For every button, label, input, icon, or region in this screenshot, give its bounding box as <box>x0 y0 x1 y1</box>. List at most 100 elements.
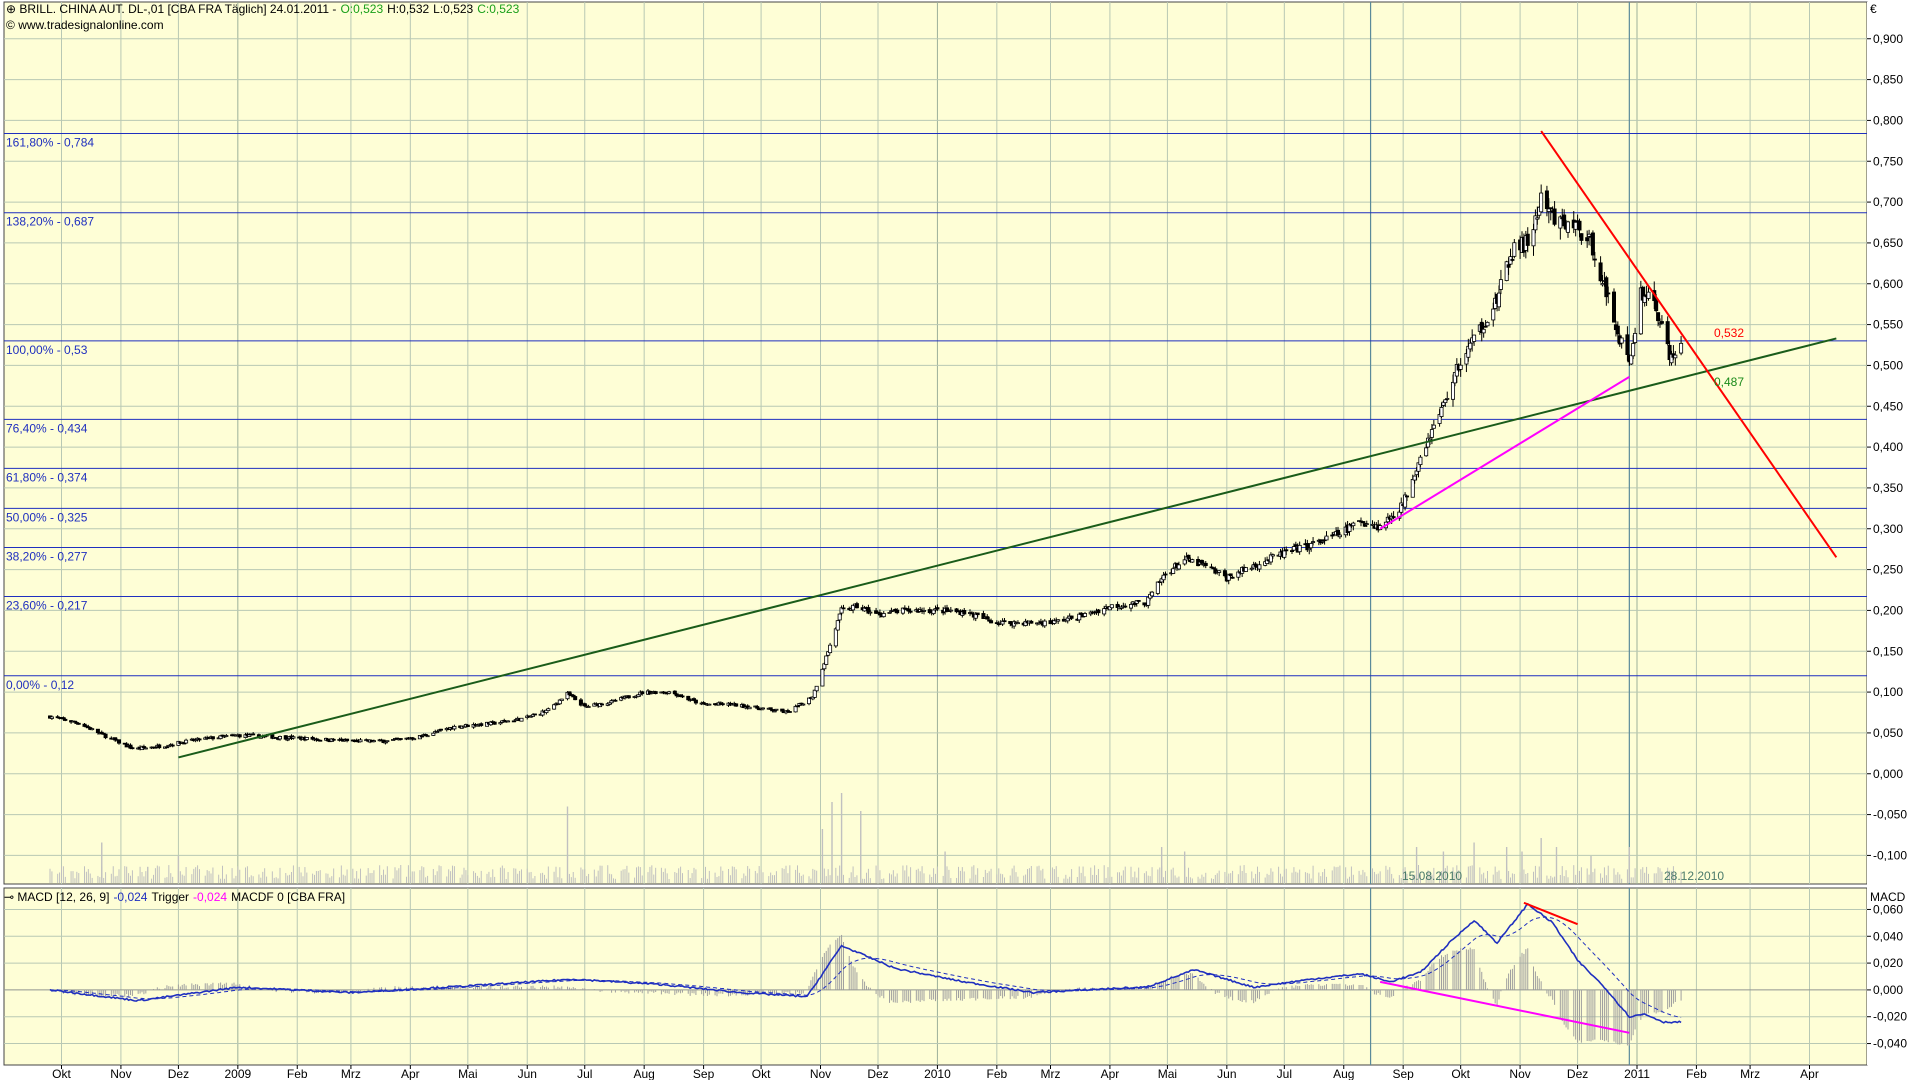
magenta-trendline[interactable] <box>1379 375 1630 530</box>
candle-body <box>1320 540 1325 543</box>
candle-body <box>117 739 122 744</box>
candle-body <box>157 744 162 749</box>
candle-body <box>1472 334 1477 342</box>
macd-header-icon: ⊸ <box>4 890 17 904</box>
candle-body <box>1615 325 1620 335</box>
candle-body <box>1176 564 1181 570</box>
candle-body <box>1412 475 1417 481</box>
candle-body <box>1665 321 1670 345</box>
x-tick-label: Okt <box>52 1067 71 1080</box>
candle-body <box>385 740 390 743</box>
candle-body <box>435 731 440 733</box>
price-panel[interactable] <box>3 1 1868 885</box>
candle-layer <box>48 184 1684 751</box>
candle-body <box>419 735 424 738</box>
candle-body <box>492 721 497 725</box>
candle-body <box>511 720 516 723</box>
candle-body <box>1282 550 1287 558</box>
trendline-layer[interactable] <box>178 130 1838 759</box>
candle-body <box>1656 312 1661 322</box>
fibonacci-label: 0,00% - 0,12 <box>6 678 74 692</box>
candle-body <box>1506 264 1511 268</box>
x-tick-label: Apr <box>401 1067 420 1080</box>
candle-body <box>1439 406 1444 417</box>
candle-body <box>989 620 994 624</box>
candle-body <box>1625 334 1630 356</box>
copyright-icon: © <box>6 18 18 32</box>
red-trendline[interactable] <box>1540 130 1838 558</box>
x-tick-label: Nov <box>1509 1067 1530 1080</box>
candle-body <box>1370 523 1375 526</box>
trigger-value: -0,024 <box>193 890 227 904</box>
x-tick-label: Mrz <box>1740 1067 1760 1080</box>
candle-body <box>1598 262 1603 282</box>
magenta-divergence-line[interactable] <box>1379 980 1630 1034</box>
candle-body <box>1606 292 1611 295</box>
marker-date-right: 28.12.2010 <box>1664 869 1724 883</box>
candle-body <box>1491 308 1496 321</box>
y-tick-label: 0,250 <box>1873 563 1903 577</box>
candle-body <box>1592 258 1597 261</box>
candle-body <box>1042 620 1047 627</box>
red-value-label: 0,532 <box>1714 326 1744 340</box>
candle-body <box>962 610 967 615</box>
macd-y-tick-label: -0,020 <box>1873 1010 1907 1024</box>
candle-body <box>398 738 403 740</box>
candle-body <box>1309 543 1314 549</box>
x-tick-label: Jun <box>518 1067 537 1080</box>
candle-body <box>438 728 443 731</box>
x-tick-label: Dez <box>867 1067 888 1080</box>
macd-y-tick-label: 0,000 <box>1873 983 1903 997</box>
y-tick-label: 0,500 <box>1873 358 1903 372</box>
y-tick-label: 0,850 <box>1873 73 1903 87</box>
x-tick-label: Sep <box>693 1067 715 1080</box>
x-tick-label: Feb <box>986 1067 1007 1080</box>
candle-body <box>906 608 911 612</box>
candle-body <box>1129 604 1134 609</box>
candle-body <box>1418 456 1423 466</box>
candle-body <box>1633 332 1638 343</box>
macd-y-tick-label: 0,040 <box>1873 929 1903 943</box>
macd-layer <box>4 901 1867 1046</box>
candle-body <box>90 728 95 731</box>
candle-body <box>1257 564 1262 570</box>
x-tick-label: Okt <box>752 1067 771 1080</box>
candle-body <box>251 733 256 736</box>
candle-body <box>49 716 54 719</box>
candle-body <box>1558 216 1563 229</box>
candle-body <box>1155 581 1160 594</box>
candle-body <box>1531 229 1536 247</box>
candle-body <box>143 747 148 750</box>
candle-body <box>431 732 436 736</box>
y-tick-label: 0,300 <box>1873 522 1903 536</box>
candle-body <box>1002 620 1007 623</box>
x-tick-label: Mai <box>458 1067 477 1080</box>
candle-body <box>935 607 940 610</box>
candle-body <box>672 690 677 695</box>
candle-body <box>1182 559 1187 565</box>
candle-body <box>1290 550 1295 552</box>
candle-body <box>1293 544 1298 547</box>
candle-body <box>318 739 323 742</box>
candle-body <box>734 703 739 707</box>
candle-body <box>582 703 587 707</box>
candle-body <box>667 691 672 694</box>
candle-body <box>868 611 873 614</box>
currency-label: € <box>1870 2 1877 16</box>
candle-body <box>1654 298 1659 312</box>
candle-body <box>540 710 545 716</box>
candle-body <box>1573 221 1578 230</box>
header-line: ⊕ BRILL. CHINA AUT. DL-,01 [CBA FRA Tägl… <box>6 2 520 16</box>
green-trendline[interactable] <box>178 337 1837 759</box>
candle-body <box>1077 613 1082 621</box>
candle-body <box>1577 220 1582 231</box>
candle-body <box>1336 529 1341 536</box>
macdf-label: MACDF 0 [CBA FRA] <box>231 890 345 904</box>
candle-body <box>887 612 892 614</box>
x-tick-label: 2011 <box>1624 1067 1650 1080</box>
candle-body <box>170 744 175 747</box>
red-divergence-line[interactable] <box>1523 901 1578 926</box>
candle-body <box>881 613 886 618</box>
candle-body <box>1458 364 1463 370</box>
